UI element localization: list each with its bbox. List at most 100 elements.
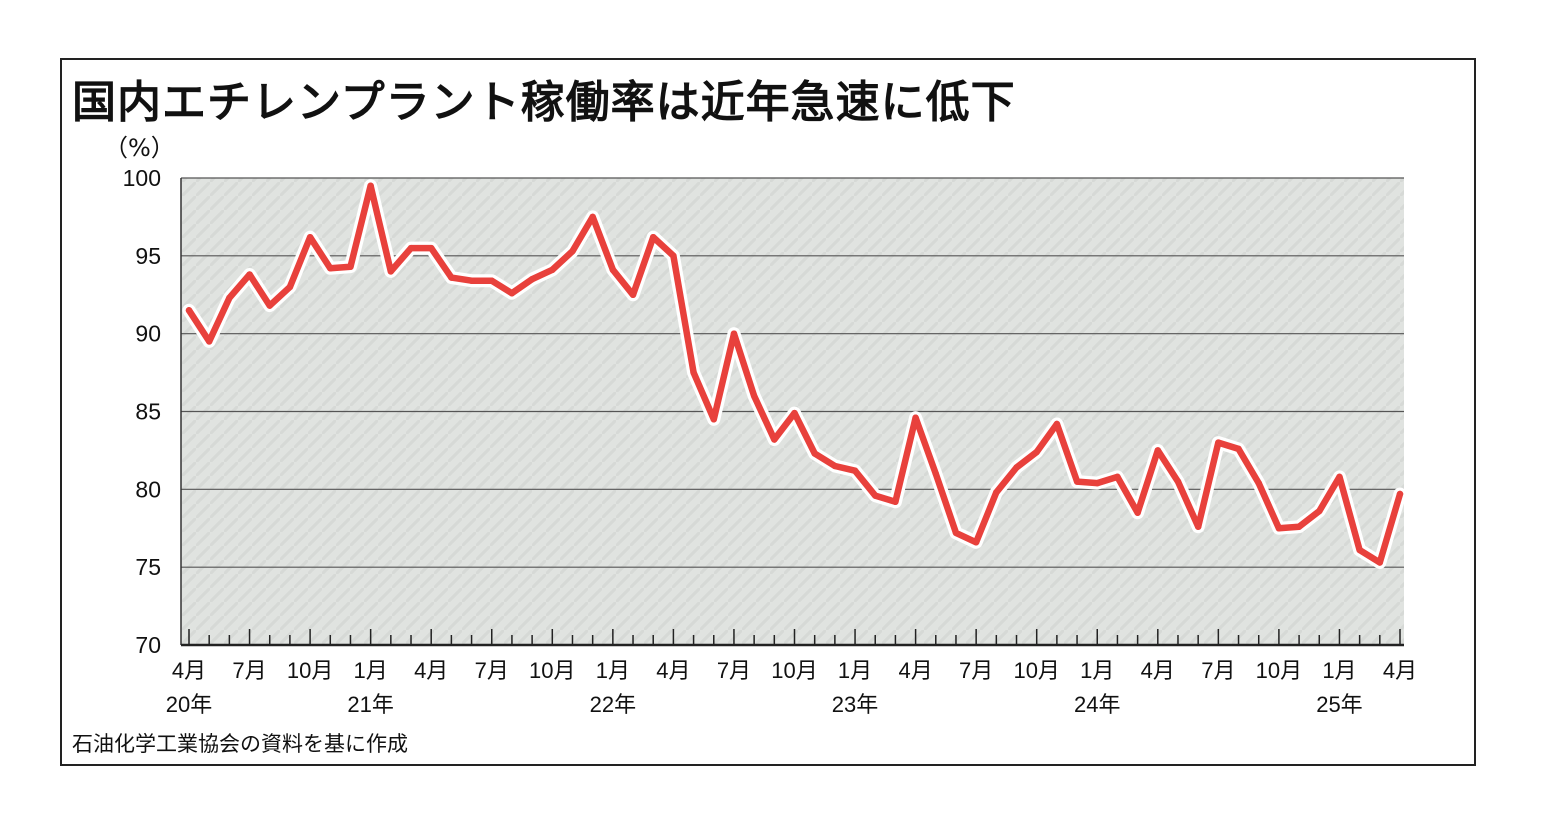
y-tick-label: 80 — [135, 476, 161, 502]
data-point — [488, 277, 495, 284]
data-point — [1134, 509, 1141, 516]
data-point — [205, 338, 213, 345]
data-point — [1073, 478, 1081, 485]
y-tick-label: 75 — [135, 554, 161, 580]
x-axis: 4月 7月 10月 1月 4月 7月 10月 1月 4月 7月 10月 1月 4月 7月 10月 1月 4月 7月… — [166, 629, 1417, 717]
x-tick-label: 4月 — [656, 658, 690, 683]
data-point — [1114, 473, 1121, 481]
data-point — [650, 233, 657, 241]
data-point — [831, 462, 839, 470]
data-point — [367, 182, 374, 189]
data-point — [327, 265, 334, 272]
data-point — [1053, 420, 1061, 428]
x-tick-label: 1月 — [596, 658, 630, 683]
data-point — [1094, 479, 1101, 487]
data-point — [710, 416, 717, 423]
data-point — [1316, 507, 1323, 515]
data-point — [629, 291, 637, 298]
x-tick-label: 7月 — [475, 658, 509, 683]
data-point — [528, 275, 536, 283]
chart-title: 国内エチレンプラント稼働率は近年急速に低下 — [72, 77, 1016, 128]
x-tick-label: 10月 — [1013, 658, 1059, 683]
data-point — [1013, 464, 1020, 471]
x-tick-label: 1月 — [1080, 658, 1114, 683]
x-tick-label: 7月 — [717, 658, 751, 683]
x-tick-label: 4月 — [414, 658, 448, 683]
data-point — [226, 294, 233, 302]
data-point — [246, 271, 253, 278]
x-tick-label: 7月 — [959, 658, 993, 683]
data-point — [387, 268, 395, 275]
x-year-label: 22年 — [590, 692, 636, 717]
data-point — [1376, 559, 1384, 566]
x-tick-label: 10月 — [771, 658, 817, 683]
data-point — [851, 467, 859, 474]
x-tick-label: 10月 — [1256, 658, 1302, 683]
y-tick-label: 90 — [135, 321, 161, 347]
data-point — [569, 247, 576, 255]
data-point — [730, 330, 738, 337]
data-point — [993, 489, 1000, 496]
data-point — [690, 369, 697, 376]
data-point — [1194, 523, 1202, 530]
y-tick-label: 95 — [135, 243, 161, 269]
data-point — [609, 266, 617, 274]
source-note: 石油化学工業協会の資料を基に作成 — [72, 732, 408, 756]
data-point — [872, 492, 879, 499]
data-point — [589, 213, 596, 221]
data-point — [750, 392, 758, 400]
x-tick-label: 1月 — [838, 658, 872, 683]
x-year-label: 24年 — [1074, 692, 1120, 717]
data-point — [266, 302, 273, 309]
data-point — [1356, 546, 1363, 554]
y-tick-label: 85 — [135, 399, 161, 425]
data-point — [670, 252, 677, 260]
data-point — [1255, 479, 1262, 487]
x-tick-label: 4月 — [1141, 658, 1175, 683]
data-point — [1396, 490, 1404, 498]
data-point — [1275, 525, 1283, 532]
data-point — [771, 436, 778, 443]
data-point — [1295, 523, 1303, 530]
data-point — [347, 263, 354, 270]
data-point — [1235, 445, 1242, 453]
data-point — [508, 289, 516, 297]
x-tick-label: 4月 — [898, 658, 932, 683]
data-point — [892, 498, 899, 505]
x-tick-label: 7月 — [1201, 658, 1235, 683]
x-tick-label: 4月 — [1383, 658, 1417, 683]
x-year-label: 21年 — [347, 692, 393, 717]
data-point — [549, 266, 556, 274]
data-point — [448, 274, 455, 281]
x-tick-label: 1月 — [1322, 658, 1356, 683]
series-layer — [182, 179, 1407, 569]
x-year-label: 25年 — [1316, 692, 1362, 717]
data-point — [1154, 447, 1162, 454]
x-tick-label: 7月 — [232, 658, 266, 683]
y-tick-label: 100 — [123, 165, 161, 191]
data-point — [185, 307, 193, 314]
data-point — [468, 277, 475, 284]
data-point — [1215, 439, 1222, 446]
data-point — [306, 233, 314, 241]
x-tick-label: 1月 — [354, 658, 388, 683]
data-point — [972, 539, 980, 546]
x-tick-label: 10月 — [529, 658, 575, 683]
data-point — [1033, 448, 1040, 456]
y-axis-unit-label: （%） — [104, 134, 175, 162]
data-point — [791, 409, 798, 417]
data-point — [1336, 473, 1343, 481]
data-point — [286, 283, 294, 291]
data-point — [1174, 478, 1182, 485]
x-tick-label: 10月 — [287, 658, 333, 683]
x-tick-label: 4月 — [172, 658, 206, 683]
data-point — [811, 450, 818, 457]
y-axis: 100 95 90 85 80 75 70 — [123, 165, 182, 658]
data-point — [932, 470, 939, 477]
x-year-label: 20年 — [166, 692, 212, 717]
data-point — [407, 244, 415, 252]
data-point — [428, 244, 435, 252]
x-year-label: 23年 — [832, 692, 878, 717]
data-point — [912, 414, 919, 421]
